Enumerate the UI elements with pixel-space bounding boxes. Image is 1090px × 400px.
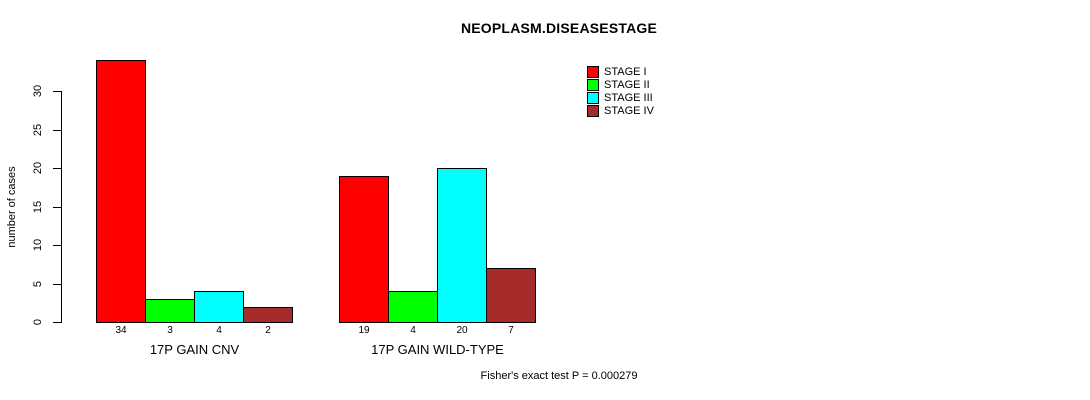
y-tick-mark bbox=[53, 245, 61, 246]
bar-17p-gain-cnv-stage-iii bbox=[194, 291, 244, 323]
y-tick-mark bbox=[53, 91, 61, 92]
bar-17p-gain-cnv-stage-i bbox=[96, 60, 146, 323]
y-tick-label: 20 bbox=[32, 161, 44, 175]
legend-label: STAGE II bbox=[604, 78, 650, 91]
y-axis-line bbox=[61, 91, 62, 323]
bar-17p-gain-wild-type-stage-ii bbox=[388, 291, 438, 323]
legend-item-stage-iii: STAGE III bbox=[587, 91, 654, 104]
bar-value-label: 4 bbox=[410, 325, 416, 336]
bar-17p-gain-wild-type-stage-iii bbox=[437, 168, 487, 323]
legend-item-stage-iv: STAGE IV bbox=[587, 104, 654, 117]
y-tick-label: 10 bbox=[32, 238, 44, 252]
bar-value-label: 34 bbox=[115, 325, 127, 336]
y-tick-mark bbox=[53, 284, 61, 285]
legend-label: STAGE III bbox=[604, 91, 653, 104]
bar-17p-gain-cnv-stage-ii bbox=[145, 299, 195, 323]
group-label-17p-gain-cnv: 17P GAIN CNV bbox=[149, 342, 240, 357]
bar-value-label: 3 bbox=[167, 325, 173, 336]
legend-item-stage-ii: STAGE II bbox=[587, 78, 654, 91]
y-tick-mark bbox=[53, 168, 61, 169]
y-tick-label: 25 bbox=[32, 123, 44, 137]
y-axis-label: number of cases bbox=[6, 166, 18, 248]
y-tick-label: 30 bbox=[32, 84, 44, 98]
bar-value-label: 7 bbox=[508, 325, 514, 336]
y-tick-mark bbox=[53, 322, 61, 323]
y-tick-label: 15 bbox=[32, 200, 44, 214]
legend-swatch-icon bbox=[587, 65, 599, 78]
legend-swatch-icon bbox=[587, 104, 599, 117]
bar-value-label: 20 bbox=[456, 325, 468, 336]
bar-value-label: 19 bbox=[358, 325, 370, 336]
y-tick-mark bbox=[53, 130, 61, 131]
bar-value-label: 4 bbox=[216, 325, 222, 336]
y-tick-mark bbox=[53, 207, 61, 208]
y-tick-label: 5 bbox=[32, 280, 44, 288]
legend-item-stage-i: STAGE I bbox=[587, 65, 654, 78]
chart-title: NEOPLASM.DISEASESTAGE bbox=[460, 20, 658, 36]
legend-label: STAGE I bbox=[604, 65, 647, 78]
legend-swatch-icon bbox=[587, 91, 599, 104]
y-tick-label: 0 bbox=[32, 318, 44, 326]
legend: STAGE I STAGE II STAGE III STAGE IV bbox=[587, 65, 654, 117]
legend-swatch-icon bbox=[587, 78, 599, 91]
footnote: Fisher's exact test P = 0.000279 bbox=[480, 370, 638, 382]
bar-17p-gain-wild-type-stage-i bbox=[339, 176, 389, 323]
legend-label: STAGE IV bbox=[604, 104, 654, 117]
group-label-17p-gain-wild-type: 17P GAIN WILD-TYPE bbox=[371, 342, 504, 357]
bar-17p-gain-wild-type-stage-iv bbox=[486, 268, 536, 323]
bar-17p-gain-cnv-stage-iv bbox=[243, 307, 293, 323]
bar-value-label: 2 bbox=[265, 325, 271, 336]
